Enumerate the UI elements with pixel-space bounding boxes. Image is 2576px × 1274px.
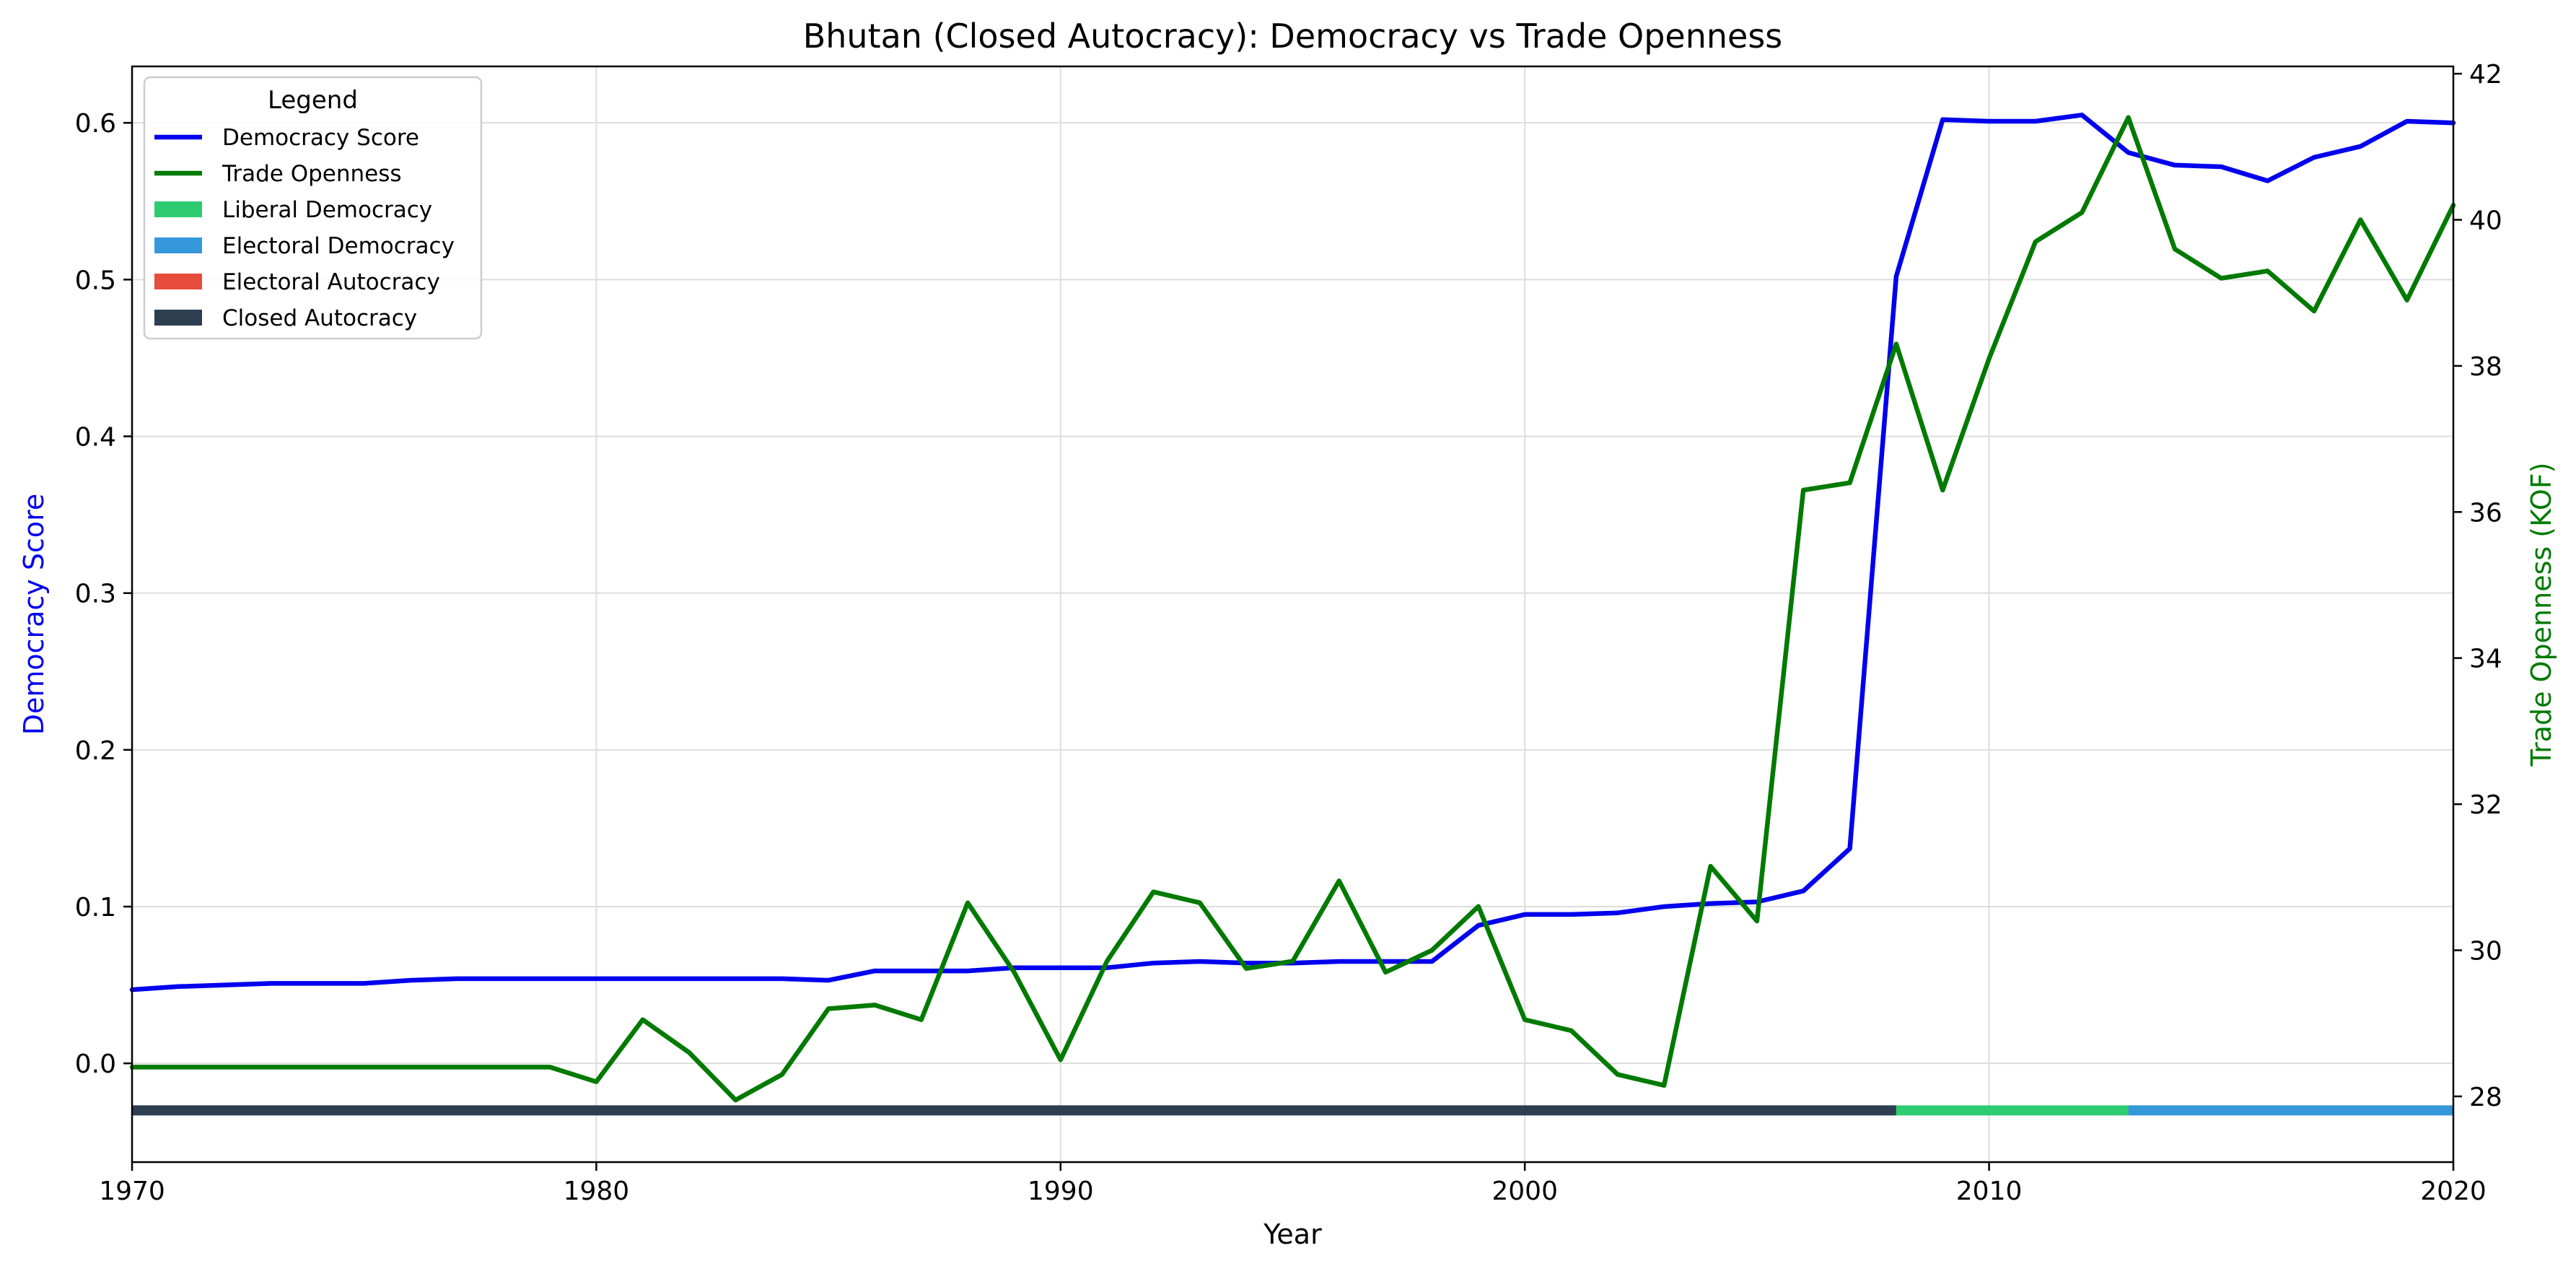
x-tick-label: 1970 (99, 1177, 165, 1206)
x-axis: 1970 1980 1990 2000 2010 2020 (99, 1162, 2487, 1206)
legend-swatch-patch (154, 274, 202, 289)
grid-layer (131, 66, 2454, 1162)
x-tick-label: 2000 (1491, 1177, 1558, 1206)
legend-entry-label: Electoral Democracy (222, 233, 455, 259)
legend-title: Legend (268, 86, 358, 115)
y-left-tick-label: 0.0 (75, 1050, 116, 1079)
y-left-tick-label: 0.5 (75, 266, 116, 295)
y-right-tick-label: 34 (2469, 645, 2502, 674)
y-axis-left-label: Democracy Score (18, 494, 50, 736)
regime-band-liberal-democracy (1896, 1105, 2129, 1116)
y-right-tick-label: 30 (2469, 937, 2502, 967)
legend-entry-label: Closed Autocracy (222, 305, 417, 331)
plot-frame (131, 65, 2455, 1164)
y-right-tick-label: 36 (2469, 498, 2502, 528)
series-line-trade-openness (129, 115, 2456, 1103)
x-axis-label: Year (1263, 1218, 1322, 1250)
y-right-tick-label: 38 (2469, 352, 2502, 382)
x-tick-label: 1990 (1028, 1177, 1094, 1206)
legend-entry-label: Democracy Score (222, 125, 419, 151)
y-left-tick-label: 0.4 (75, 423, 116, 453)
legend-swatch-patch (154, 237, 202, 253)
legend-swatch-patch (154, 310, 202, 326)
y-left-tick-label: 0.3 (75, 580, 116, 609)
legend-entry-label: Electoral Autocracy (222, 269, 440, 295)
y-left-tick-label: 0.1 (75, 893, 116, 922)
legend-box (143, 76, 483, 340)
y-right-tick-label: 28 (2469, 1083, 2502, 1112)
y-left-tick-label: 0.6 (75, 109, 116, 139)
regime-band-layer (132, 1105, 2453, 1116)
y-axis-right-label: Trade Openness (KOF) (2525, 462, 2557, 767)
chart-title: Bhutan (Closed Autocracy): Democracy vs … (803, 17, 1783, 56)
y-right-tick-label: 40 (2469, 206, 2502, 236)
legend-entry-label: Trade Openness (222, 161, 402, 187)
legend-swatch-patch (154, 201, 202, 217)
y-right-tick-label: 32 (2469, 790, 2502, 820)
x-tick-label: 2020 (2420, 1177, 2487, 1206)
y-axis-left: 0.0 0.1 0.2 0.3 0.4 0.5 0.6 (75, 109, 132, 1079)
y-axis-right: 28 30 32 34 36 38 40 42 (2453, 60, 2502, 1112)
y-right-tick-label: 42 (2469, 60, 2502, 90)
regime-band-closed-autocracy (132, 1105, 1896, 1116)
series-layer (129, 113, 2456, 1103)
legend: Legend Democracy Score Trade Openness Liber… (143, 76, 483, 340)
x-tick-label: 1980 (564, 1177, 630, 1206)
legend-entry-label: Liberal Democracy (222, 197, 432, 223)
y-left-tick-label: 0.2 (75, 736, 116, 766)
regime-band-electoral-democracy (2128, 1105, 2453, 1116)
x-tick-label: 2010 (1956, 1177, 2023, 1206)
